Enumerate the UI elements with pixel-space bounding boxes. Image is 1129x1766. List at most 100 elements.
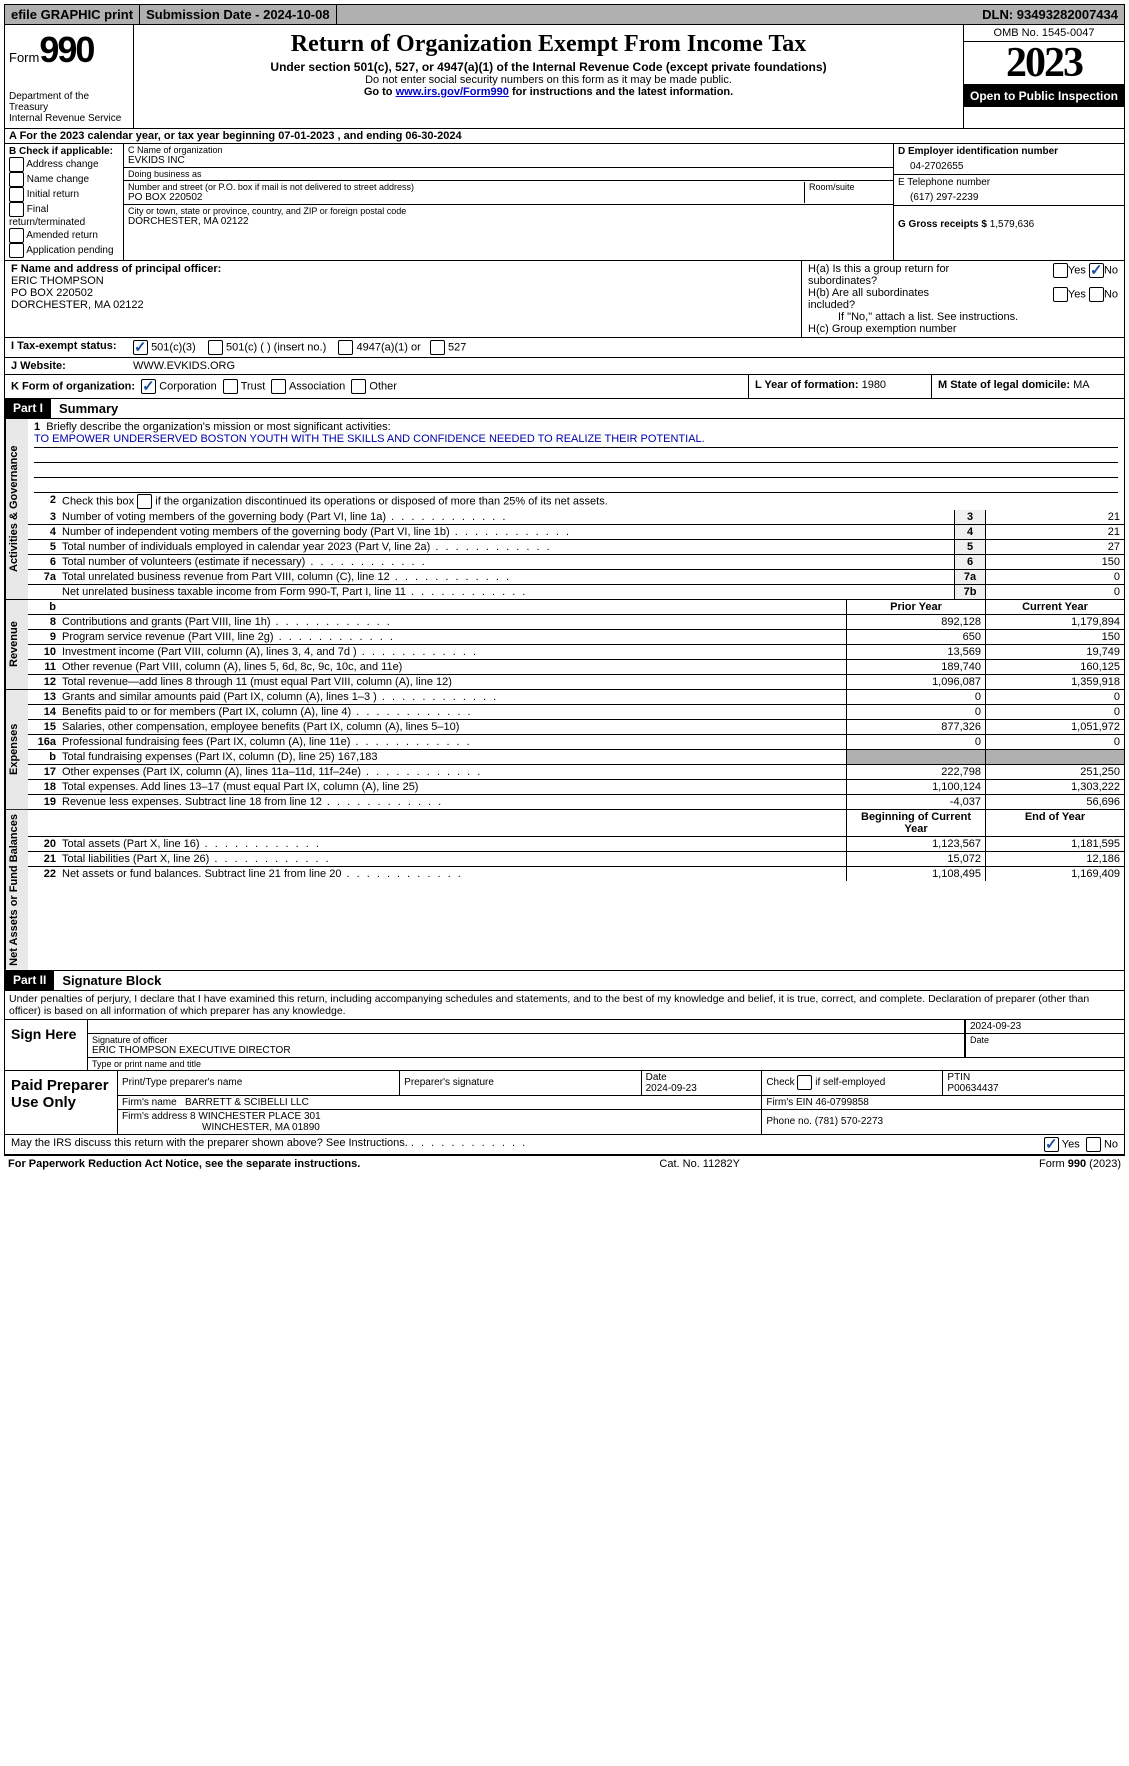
chk-ha-yes[interactable]: [1053, 263, 1068, 278]
pra-notice: For Paperwork Reduction Act Notice, see …: [8, 1158, 360, 1170]
chk-other[interactable]: [351, 379, 366, 394]
firm-ein-label: Firm's EIN: [766, 1097, 812, 1108]
chk-501c[interactable]: [208, 340, 223, 355]
chk-assoc[interactable]: [271, 379, 286, 394]
mission-blank3: [34, 478, 1118, 493]
l8: Contributions and grants (Part VIII, lin…: [60, 615, 846, 629]
c16a: 0: [985, 735, 1124, 749]
c19: 56,696: [985, 795, 1124, 809]
l4-text: Number of independent voting members of …: [60, 525, 954, 539]
chk-self-employed[interactable]: [797, 1075, 812, 1090]
chk-address-change[interactable]: [9, 157, 24, 172]
box-c: C Name of organization EVKIDS INC Doing …: [124, 144, 893, 260]
c14: 0: [985, 705, 1124, 719]
chk-discontinued[interactable]: [137, 494, 152, 509]
firm-addr-label: Firm's address: [122, 1111, 187, 1122]
firm-addr1: 8 WINCHESTER PLACE 301: [190, 1111, 321, 1122]
p9: 650: [846, 630, 985, 644]
gross-label: G Gross receipts $: [898, 219, 987, 230]
hdr-curr: Current Year: [985, 600, 1124, 614]
m-label: M State of legal domicile:: [938, 379, 1070, 391]
preparer-grid: Paid Preparer Use Only Print/Type prepar…: [5, 1070, 1124, 1134]
signature-block: Under penalties of perjury, I declare th…: [4, 991, 1125, 1155]
hb-note: If "No," attach a list. See instructions…: [808, 311, 1118, 323]
part2-header-row: Part II Signature Block: [4, 971, 1125, 991]
officer-addr1: PO BOX 220502: [11, 287, 795, 299]
sig-officer-label: Signature of officer: [92, 1035, 960, 1045]
mission-text: TO EMPOWER UNDERSERVED BOSTON YOUTH WITH…: [34, 433, 1118, 448]
chk-trust[interactable]: [223, 379, 238, 394]
p16b-grey: [846, 750, 985, 764]
line-1: 1 Briefly describe the organization's mi…: [28, 419, 1124, 493]
vtab-exp: Expenses: [5, 690, 28, 809]
p18: 1,100,124: [846, 780, 985, 794]
self-emp-post: if self-employed: [812, 1077, 885, 1088]
form-prefix: Form: [9, 50, 39, 65]
chk-hb-yes[interactable]: [1053, 287, 1068, 302]
chk-application-pending[interactable]: [9, 243, 24, 258]
ein-value: 04-2702655: [898, 157, 1120, 172]
c16b-grey: [985, 750, 1124, 764]
l10: Investment income (Part VIII, column (A)…: [60, 645, 846, 659]
chk-discuss-no[interactable]: [1086, 1137, 1101, 1152]
street-value: PO BOX 220502: [128, 192, 804, 203]
officer-label: F Name and address of principal officer:: [11, 263, 221, 275]
hdr-prior: Prior Year: [846, 600, 985, 614]
entity-grid: B Check if applicable: Address change Na…: [4, 144, 1125, 261]
l-label: L Year of formation:: [755, 379, 859, 391]
c15: 1,051,972: [985, 720, 1124, 734]
p11: 189,740: [846, 660, 985, 674]
c21: 12,186: [985, 852, 1124, 866]
chk-final-return[interactable]: [9, 202, 24, 217]
form-ref: Form 990 (2023): [1039, 1158, 1121, 1170]
chk-hb-no[interactable]: [1089, 287, 1104, 302]
vtab-ag: Activities & Governance: [5, 419, 28, 599]
chk-4947[interactable]: [338, 340, 353, 355]
form-title: Return of Organization Exempt From Incom…: [138, 31, 959, 58]
open-inspection: Open to Public Inspection: [964, 85, 1124, 107]
l2-post: if the organization discontinued its ope…: [152, 495, 608, 507]
l21: Total liabilities (Part X, line 26): [60, 852, 846, 866]
sig-date: 2024-09-23: [965, 1020, 1124, 1033]
k-label: K Form of organization:: [11, 380, 135, 392]
dba-label: Doing business as: [128, 169, 889, 179]
klm-row: K Form of organization: Corporation Trus…: [4, 375, 1125, 399]
chk-amended-return[interactable]: [9, 228, 24, 243]
opt-501c: 501(c) ( ) (insert no.): [226, 341, 326, 353]
prep-date: 2024-09-23: [646, 1083, 697, 1094]
ag-section: Activities & Governance 1 Briefly descri…: [4, 419, 1125, 600]
chk-discuss-yes[interactable]: [1044, 1137, 1059, 1152]
chk-501c3[interactable]: [133, 340, 148, 355]
p15: 877,326: [846, 720, 985, 734]
p10: 13,569: [846, 645, 985, 659]
chk-ha-no[interactable]: [1089, 263, 1104, 278]
chk-name-change[interactable]: [9, 172, 24, 187]
yes-label: Yes: [1068, 264, 1086, 276]
firm-addr2: WINCHESTER, MA 01890: [122, 1122, 320, 1133]
l19: Revenue less expenses. Subtract line 18 …: [60, 795, 846, 809]
p20: 1,123,567: [846, 837, 985, 851]
sign-here-label: Sign Here: [5, 1020, 88, 1070]
year-formation: 1980: [862, 379, 886, 391]
l14: Benefits paid to or for members (Part IX…: [60, 705, 846, 719]
declaration-text: Under penalties of perjury, I declare th…: [5, 991, 1124, 1019]
l20: Total assets (Part X, line 16): [60, 837, 846, 851]
chk-527[interactable]: [430, 340, 445, 355]
chk-initial-return[interactable]: [9, 187, 24, 202]
goto-prefix: Go to: [364, 86, 396, 98]
l17: Other expenses (Part IX, column (A), lin…: [60, 765, 846, 779]
hdr-end: End of Year: [985, 810, 1124, 836]
v3: 21: [985, 510, 1124, 524]
p17: 222,798: [846, 765, 985, 779]
p14: 0: [846, 705, 985, 719]
discuss-text: May the IRS discuss this return with the…: [11, 1137, 408, 1149]
box-h: H(a) Is this a group return for subordin…: [801, 261, 1124, 337]
l16b: Total fundraising expenses (Part IX, col…: [60, 750, 846, 764]
irs-link[interactable]: www.irs.gov/Form990: [396, 86, 509, 98]
v7a: 0: [985, 570, 1124, 584]
v4: 21: [985, 525, 1124, 539]
chk-corp[interactable]: [141, 379, 156, 394]
state-domicile: MA: [1073, 379, 1090, 391]
box-d: D Employer identification number 04-2702…: [893, 144, 1124, 260]
c17: 251,250: [985, 765, 1124, 779]
